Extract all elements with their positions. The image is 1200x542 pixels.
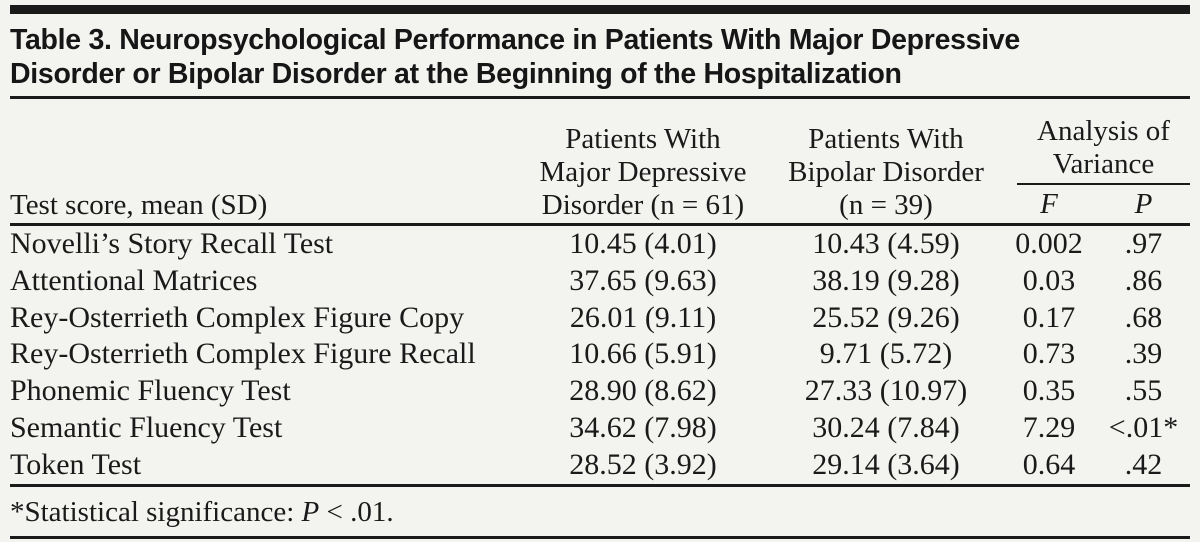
table-body: Novelli’s Story Recall Test 10.45 (4.01)… (10, 226, 1190, 484)
column-header-f: F (1040, 188, 1058, 220)
p-value-cell: .97 (1124, 227, 1163, 260)
footnote-p-symbol: P (301, 495, 320, 528)
table-row: Semantic Fluency Test 34.62 (7.98) 30.24… (10, 410, 1190, 447)
column-header-mdd-line-2: Major Depressive (539, 156, 747, 188)
mdd-value-cell: 28.90 (8.62) (569, 374, 717, 408)
test-name-cell: Attentional Matrices (10, 263, 258, 297)
footnote-threshold: < .01. (319, 495, 394, 528)
bipolar-value-cell: 10.43 (4.59) (812, 227, 960, 260)
f-value-cell: 0.64 (1022, 447, 1076, 481)
mdd-value-cell: 10.66 (5.91) (569, 337, 717, 371)
column-header-bipolar-line-2: Bipolar Disorder (788, 156, 984, 188)
header-divider-rule (10, 223, 1190, 226)
f-value-cell: 0.03 (1022, 263, 1076, 297)
p-value-cell: .55 (1124, 374, 1163, 408)
footnote-text: *Statistical significance: (10, 495, 302, 528)
column-header-bipolar-line-1: Patients With (808, 123, 964, 155)
table-title-line-2: Disorder or Bipolar Disorder at the Begi… (10, 58, 902, 90)
table-row: Rey-Osterrieth Complex Figure Recall 10.… (10, 336, 1190, 373)
bipolar-value-cell: 27.33 (10.97) (804, 374, 968, 408)
table-row: Phonemic Fluency Test 28.90 (8.62) 27.33… (10, 373, 1190, 410)
bipolar-value-cell: 29.14 (3.64) (812, 447, 960, 481)
test-name-cell: Novelli’s Story Recall Test (10, 227, 334, 260)
f-value-cell: 0.73 (1022, 337, 1076, 371)
mdd-value-cell: 34.62 (7.98) (569, 410, 717, 444)
test-name-cell: Rey-Osterrieth Complex Figure Copy (10, 300, 465, 334)
table-footnote: *Statistical significance: P < .01. (10, 487, 1190, 529)
column-header-bipolar: Patients With Bipolar Disorder (n = 39) (771, 123, 1001, 223)
top-rule-bar (10, 5, 1190, 14)
mdd-value-cell: 26.01 (9.11) (569, 300, 717, 334)
aov-line-2: Variance (1052, 148, 1155, 180)
f-value-cell: 0.002 (1015, 227, 1083, 260)
column-header-bipolar-line-3: (n = 39) (839, 189, 933, 221)
f-value-cell: 0.35 (1022, 374, 1076, 408)
column-header-p: P (1134, 188, 1153, 220)
f-value-cell: 7.29 (1022, 410, 1076, 444)
table-row: Attentional Matrices 37.65 (9.63) 38.19 … (10, 263, 1190, 300)
table-title: Table 3. Neuropsychological Performance … (10, 23, 1190, 91)
p-value-cell: <.01* (1108, 410, 1179, 444)
mdd-value-cell: 10.45 (4.01) (569, 227, 717, 260)
aov-line-1: Analysis of (1037, 115, 1170, 147)
column-header-mdd: Patients With Major Depressive Disorder … (515, 123, 771, 223)
bottom-rule-bar (10, 535, 1190, 539)
analysis-of-variance-label: Analysis of Variance (1017, 115, 1190, 185)
f-value-cell: 0.17 (1022, 300, 1076, 334)
bipolar-value-cell: 30.24 (7.84) (812, 410, 960, 444)
column-header-mdd-line-3: Disorder (n = 61) (541, 189, 745, 221)
table-title-line-1: Table 3. Neuropsychological Performance … (10, 24, 1020, 56)
test-name-cell: Token Test (10, 447, 142, 481)
mdd-value-cell: 28.52 (3.92) (569, 447, 717, 481)
table-row: Rey-Osterrieth Complex Figure Copy 26.01… (10, 300, 1190, 337)
table-row: Token Test 28.52 (3.92) 29.14 (3.64) 0.6… (10, 447, 1190, 484)
p-value-cell: .86 (1124, 263, 1163, 297)
bipolar-value-cell: 25.52 (9.26) (812, 300, 960, 334)
title-divider-rule (10, 96, 1190, 99)
mdd-value-cell: 37.65 (9.63) (569, 263, 717, 297)
p-value-cell: .68 (1124, 300, 1163, 334)
f-p-subheader-row: F P (1001, 185, 1190, 223)
column-group-analysis-of-variance: Analysis of Variance F P (1001, 99, 1190, 223)
footnote-divider-rule (10, 483, 1190, 487)
column-header-mdd-line-1: Patients With (565, 123, 721, 155)
test-name-cell: Rey-Osterrieth Complex Figure Recall (10, 337, 476, 371)
column-header-test-score: Test score, mean (SD) (10, 189, 268, 221)
bipolar-value-cell: 38.19 (9.28) (812, 263, 960, 297)
bipolar-value-cell: 9.71 (5.72) (819, 337, 953, 371)
p-value-cell: .42 (1124, 447, 1163, 481)
p-value-cell: .39 (1124, 337, 1163, 371)
table-header-row: Test score, mean (SD) Patients With Majo… (10, 99, 1190, 223)
table-row: Novelli’s Story Recall Test 10.45 (4.01)… (10, 226, 1190, 263)
test-name-cell: Semantic Fluency Test (10, 410, 283, 444)
test-name-cell: Phonemic Fluency Test (10, 374, 291, 408)
